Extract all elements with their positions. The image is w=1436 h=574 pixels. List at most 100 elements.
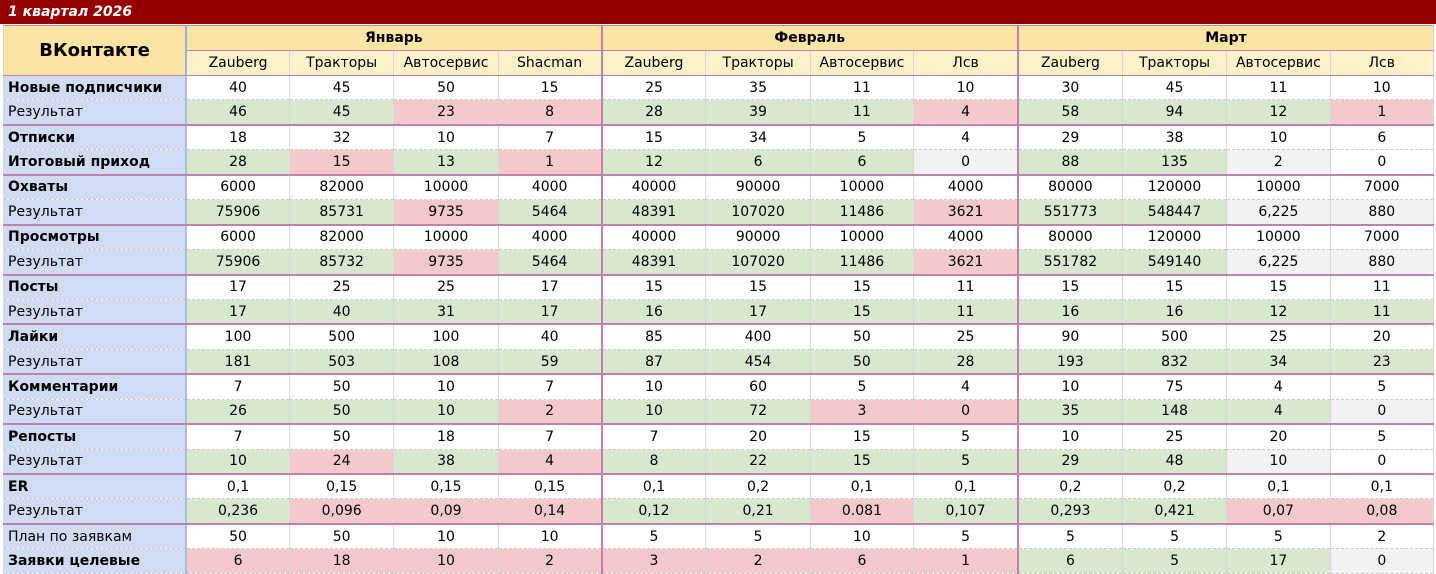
table-cell[interactable]: 0,1	[1329, 474, 1435, 500]
table-cell[interactable]: 11	[913, 274, 1019, 300]
table-cell[interactable]: 4000	[913, 174, 1019, 201]
table-cell[interactable]: 11	[809, 75, 915, 101]
table-cell[interactable]: 4	[913, 124, 1019, 151]
table-cell[interactable]: 6	[705, 149, 811, 176]
column-header[interactable]: Автосервис	[809, 50, 915, 76]
table-cell[interactable]: 3	[809, 399, 915, 426]
table-cell[interactable]: 15	[600, 274, 707, 300]
table-cell[interactable]: 0	[913, 149, 1019, 176]
table-cell[interactable]: 35	[1016, 399, 1123, 426]
table-cell[interactable]: 4000	[497, 224, 603, 251]
table-cell[interactable]: 20	[1226, 424, 1331, 450]
table-cell[interactable]: 15	[809, 424, 915, 450]
table-cell[interactable]: 90	[1016, 324, 1123, 350]
table-cell[interactable]: 0,2	[1016, 474, 1123, 500]
table-cell[interactable]: 2	[705, 548, 811, 574]
row-label[interactable]: Охваты	[3, 174, 188, 201]
table-cell[interactable]: 1	[1329, 99, 1435, 126]
table-cell[interactable]: 34	[705, 124, 811, 151]
table-cell[interactable]: 10000	[809, 174, 915, 201]
table-cell[interactable]: 7000	[1329, 224, 1435, 251]
table-cell[interactable]: 12	[1226, 299, 1331, 326]
row-label[interactable]: Лайки	[3, 324, 188, 350]
table-cell[interactable]: 7	[185, 424, 290, 450]
table-cell[interactable]: 82000	[288, 174, 395, 201]
table-cell[interactable]: 15	[1121, 274, 1228, 300]
table-cell[interactable]: 85731	[288, 199, 395, 226]
table-cell[interactable]: 135	[1121, 149, 1228, 176]
table-cell[interactable]: 10	[497, 523, 603, 550]
table-cell[interactable]: 5	[913, 449, 1019, 475]
table-cell[interactable]: 40	[497, 324, 603, 350]
table-cell[interactable]: 549140	[1121, 249, 1228, 276]
table-cell[interactable]: 11	[1329, 299, 1435, 326]
table-cell[interactable]: 832	[1121, 349, 1228, 376]
table-cell[interactable]: 12	[1226, 99, 1331, 126]
table-cell[interactable]: 15	[809, 449, 915, 475]
table-cell[interactable]: 23	[393, 99, 499, 126]
table-cell[interactable]: 28	[913, 349, 1019, 376]
table-cell[interactable]: 18	[185, 124, 290, 151]
table-cell[interactable]: 148	[1121, 399, 1228, 426]
table-cell[interactable]: 10000	[393, 224, 499, 251]
table-cell[interactable]: 454	[705, 349, 811, 376]
table-cell[interactable]: 0,07	[1226, 498, 1331, 525]
table-cell[interactable]: 10	[1329, 75, 1435, 101]
table-cell[interactable]: 20	[1329, 324, 1435, 350]
table-cell[interactable]: 48391	[600, 249, 707, 276]
table-cell[interactable]: 4	[1226, 374, 1331, 400]
table-cell[interactable]: 28	[600, 99, 707, 126]
table-cell[interactable]: 50	[288, 523, 395, 550]
table-cell[interactable]: 6	[185, 548, 290, 574]
table-cell[interactable]: 30	[1016, 75, 1123, 101]
table-cell[interactable]: 0,1	[809, 474, 915, 500]
table-cell[interactable]: 50	[809, 324, 915, 350]
table-cell[interactable]: 11486	[809, 199, 915, 226]
table-cell[interactable]: 3621	[913, 199, 1019, 226]
table-cell[interactable]: 23	[1329, 349, 1435, 376]
table-cell[interactable]: 35	[705, 75, 811, 101]
table-cell[interactable]: 94	[1121, 99, 1228, 126]
table-cell[interactable]: 25	[1226, 324, 1331, 350]
table-cell[interactable]: 16	[1016, 299, 1123, 326]
table-cell[interactable]: 45	[288, 99, 395, 126]
column-header[interactable]: Автосервис	[393, 50, 499, 76]
table-cell[interactable]: 0,1	[185, 474, 290, 500]
row-label[interactable]: Посты	[3, 274, 188, 300]
table-cell[interactable]: 29	[1016, 124, 1123, 151]
table-cell[interactable]: 15	[705, 274, 811, 300]
table-cell[interactable]: 10000	[1226, 174, 1331, 201]
table-cell[interactable]: 400	[705, 324, 811, 350]
column-header[interactable]: Zauberg	[1016, 50, 1123, 76]
table-cell[interactable]: 9735	[393, 199, 499, 226]
table-cell[interactable]: 20	[705, 424, 811, 450]
table-cell[interactable]: 0,236	[185, 498, 290, 525]
table-cell[interactable]: 5	[1329, 424, 1435, 450]
table-cell[interactable]: 17	[1226, 548, 1331, 574]
table-cell[interactable]: 503	[288, 349, 395, 376]
table-cell[interactable]: 1	[497, 149, 603, 176]
table-cell[interactable]: 4000	[913, 224, 1019, 251]
table-cell[interactable]: 45	[288, 75, 395, 101]
table-cell[interactable]: 5	[913, 424, 1019, 450]
table-cell[interactable]: 0	[913, 399, 1019, 426]
table-cell[interactable]: 8	[600, 449, 707, 475]
table-cell[interactable]: 5	[1016, 523, 1123, 550]
table-cell[interactable]: 7000	[1329, 174, 1435, 201]
row-label[interactable]: Результат	[3, 498, 188, 525]
table-cell[interactable]: 5	[1226, 523, 1331, 550]
table-cell[interactable]: 90000	[705, 174, 811, 201]
table-cell[interactable]: 87	[600, 349, 707, 376]
column-header[interactable]: Тракторы	[705, 50, 811, 76]
brand-cell[interactable]: ВКонтакте	[3, 25, 188, 76]
table-cell[interactable]: 29	[1016, 449, 1123, 475]
table-cell[interactable]: 10	[809, 523, 915, 550]
table-cell[interactable]: 6000	[185, 224, 290, 251]
table-cell[interactable]: 17	[185, 274, 290, 300]
table-cell[interactable]: 45	[1121, 75, 1228, 101]
table-cell[interactable]: 82000	[288, 224, 395, 251]
table-cell[interactable]: 17	[185, 299, 290, 326]
table-cell[interactable]: 16	[1121, 299, 1228, 326]
table-cell[interactable]: 10	[393, 523, 499, 550]
table-cell[interactable]: 5	[913, 523, 1019, 550]
